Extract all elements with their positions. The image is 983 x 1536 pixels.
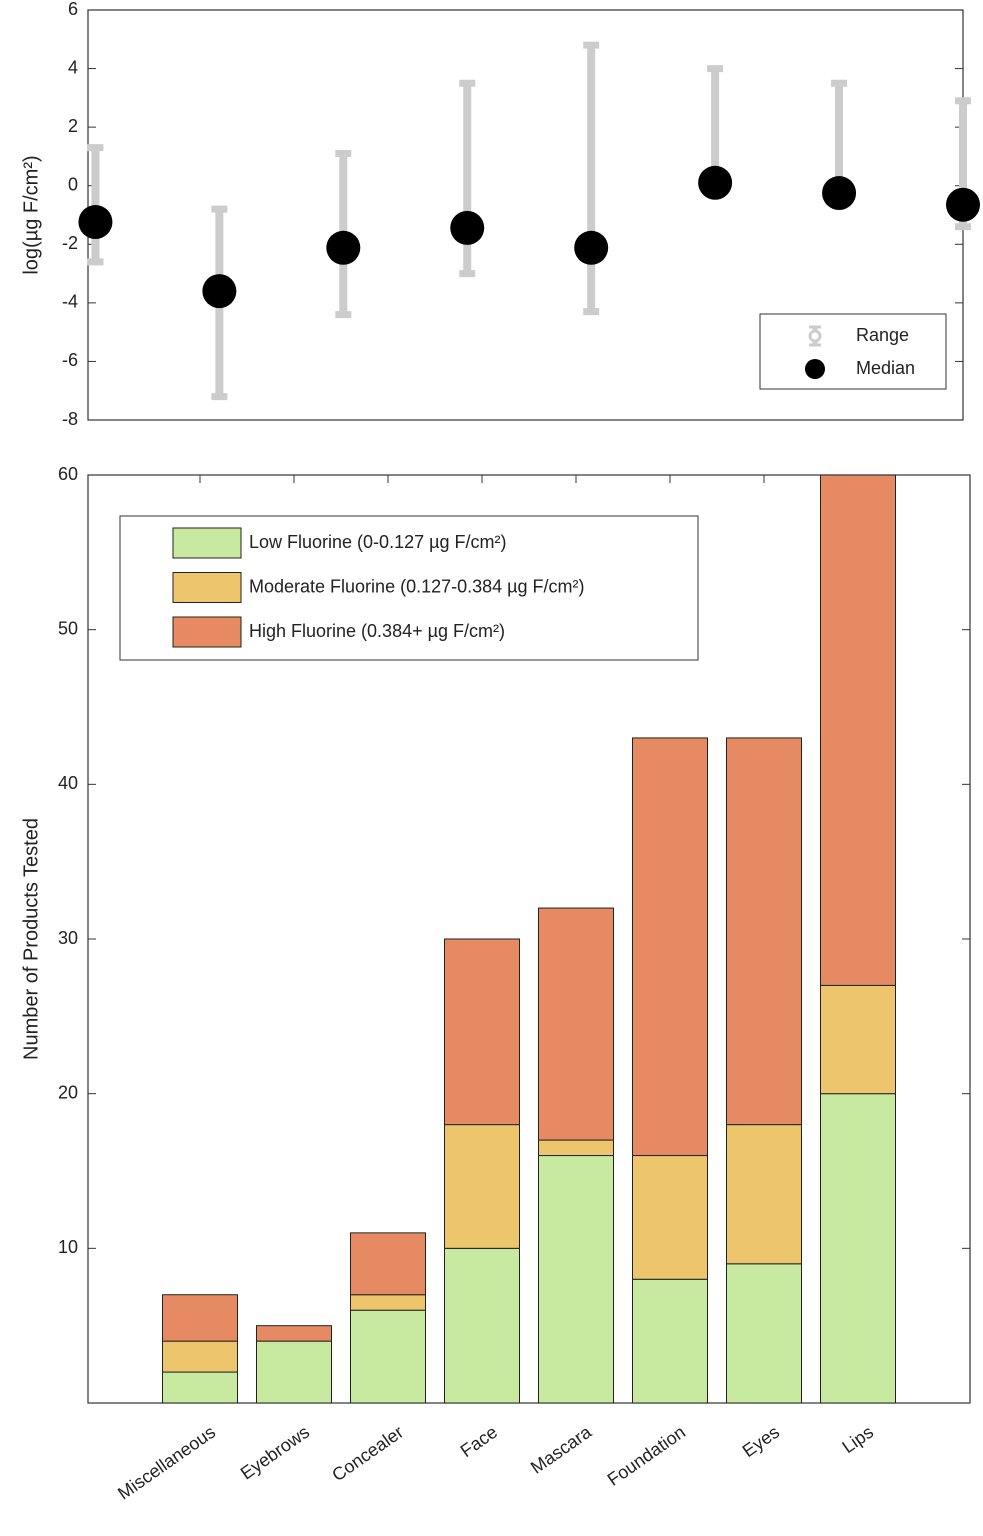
error-bar [87, 144, 104, 266]
y-tick-label: -2 [62, 233, 78, 253]
bar-segment [820, 1093, 896, 1404]
y-tick-label: 60 [58, 464, 78, 484]
bar-segment [162, 1340, 238, 1373]
y-tick-label: -6 [62, 350, 78, 370]
legend-label: Moderate Fluorine (0.127-0.384 µg F/cm²) [249, 576, 585, 596]
x-tick-label: Face [457, 1422, 501, 1461]
legend-range-icon [808, 329, 822, 343]
x-tick-label: Eyes [739, 1422, 783, 1461]
y-tick-label: 2 [68, 116, 78, 136]
bar-segment [820, 474, 896, 986]
x-tick-label: Concealer [328, 1422, 407, 1485]
error-bar [583, 41, 600, 316]
bar-segment [726, 1124, 802, 1265]
median-dot [326, 230, 361, 265]
legend-label: High Fluorine (0.384+ µg F/cm²) [249, 621, 505, 641]
legend-label: Low Fluorine (0-0.127 µg F/cm²) [249, 532, 506, 552]
legend-box [759, 313, 947, 390]
y-tick-label: 0 [68, 174, 78, 194]
x-tick-label: Foundation [604, 1422, 689, 1490]
legend-swatch [172, 616, 242, 648]
median-dot [78, 205, 113, 240]
legend-swatch [172, 527, 242, 559]
y-tick-label: 30 [58, 928, 78, 948]
bar-segment [820, 984, 896, 1095]
bar-segment [538, 1155, 614, 1404]
bar-segment [538, 1139, 614, 1157]
legend-label: Range [856, 325, 909, 345]
bar-segment [350, 1309, 426, 1404]
bar-segment [444, 938, 520, 1126]
bar-segment [632, 1278, 708, 1404]
bar-segment [632, 1155, 708, 1280]
bar-segment [726, 1263, 802, 1404]
y-tick-label: 40 [58, 773, 78, 793]
bar-segment [632, 737, 708, 1157]
bar-segment [350, 1232, 426, 1296]
bar-segment [162, 1371, 238, 1404]
median-dot [822, 176, 857, 211]
y-tick-label: 4 [68, 57, 78, 77]
x-tick-label: Eyebrows [237, 1422, 313, 1484]
median-dot [698, 165, 733, 200]
bar-segment [726, 737, 802, 1126]
bar-segment [538, 907, 614, 1141]
median-dot [574, 230, 609, 265]
error-bar [459, 79, 476, 278]
y-tick-label: -4 [62, 292, 78, 312]
y-tick-label: 10 [58, 1237, 78, 1257]
x-tick-label: Mascara [527, 1421, 596, 1478]
y-axis-label: log(µg F/cm²) [20, 155, 42, 274]
bar-segment [256, 1325, 332, 1342]
legend-swatch [172, 572, 242, 603]
error-bar [707, 65, 724, 187]
bar-segment [444, 1247, 520, 1404]
x-tick-label: Lips [838, 1422, 877, 1457]
median-dot [946, 187, 980, 222]
y-tick-label: -8 [62, 409, 78, 429]
bar-segment [256, 1340, 332, 1404]
y-tick-label: 6 [68, 0, 78, 19]
legend-median-icon [805, 359, 825, 379]
y-axis-label: Number of Products Tested [20, 818, 42, 1060]
median-dot [202, 274, 237, 309]
median-dot [450, 210, 485, 245]
bar-segment [444, 1124, 520, 1249]
bar-segment [350, 1294, 426, 1311]
y-tick-label: 50 [58, 618, 78, 638]
bar-segment [162, 1294, 238, 1342]
legend-label: Median [856, 358, 915, 378]
y-tick-label: 20 [58, 1082, 78, 1102]
x-tick-label: Miscellaneous [114, 1422, 219, 1504]
